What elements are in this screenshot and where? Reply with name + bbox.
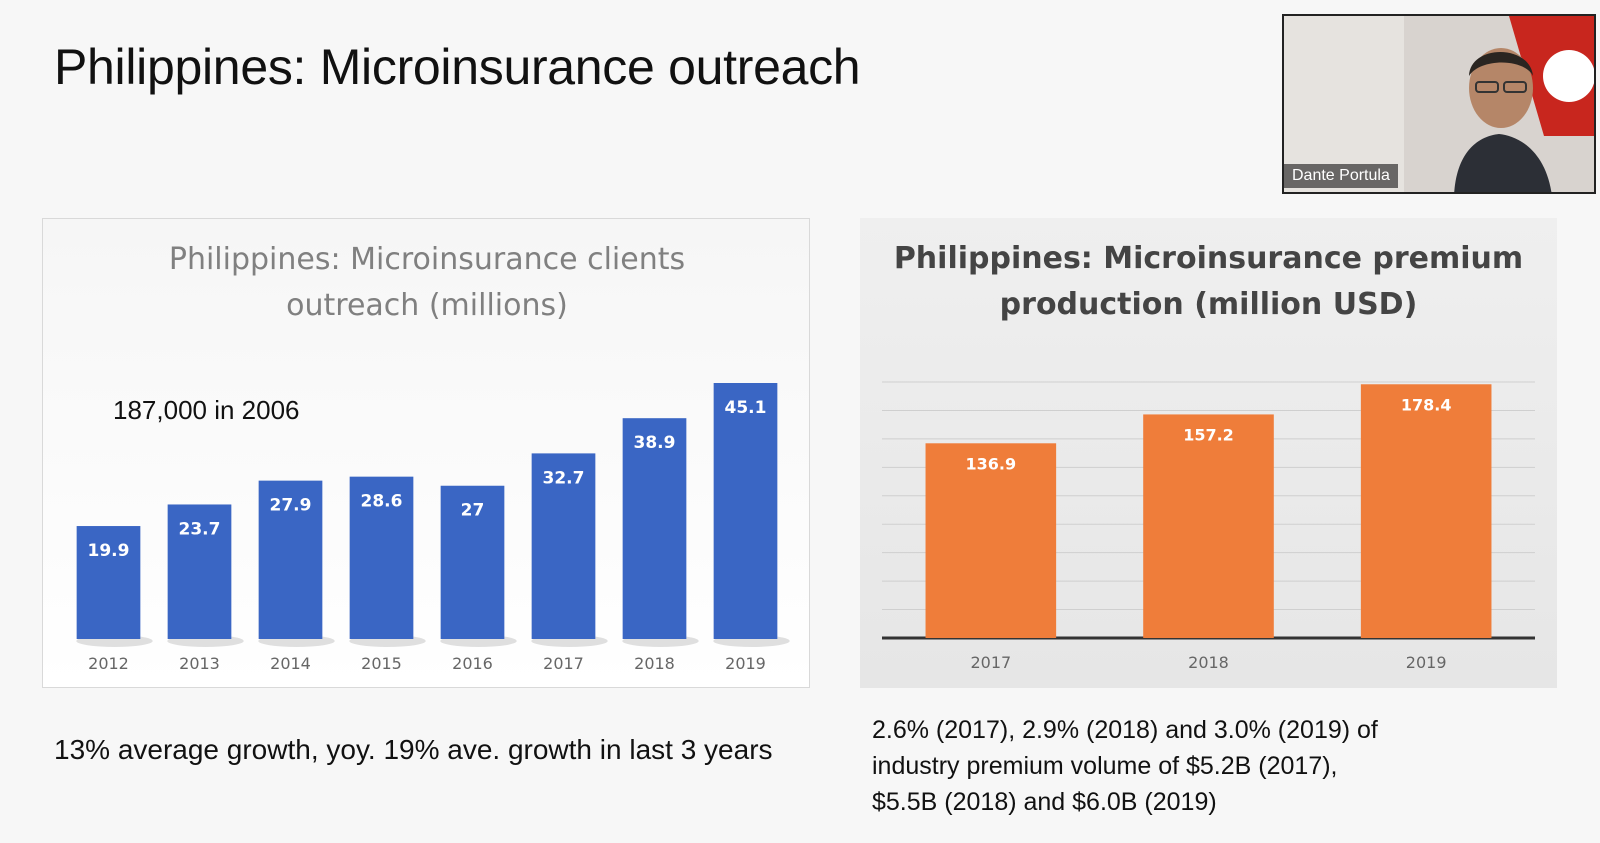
bar-2015 bbox=[349, 476, 414, 639]
value-label: 19.9 bbox=[88, 541, 130, 561]
x-tick-label: 2015 bbox=[361, 654, 402, 673]
value-label: 178.4 bbox=[1401, 395, 1452, 414]
premium-caption-line: industry premium volume of $5.2B (2017), bbox=[872, 752, 1338, 780]
x-tick-label: 2018 bbox=[634, 654, 675, 673]
x-tick-label: 2017 bbox=[543, 654, 584, 673]
bar-2019 bbox=[1360, 384, 1492, 638]
premium-volume-caption: 2.6% (2017), 2.9% (2018) and 3.0% (2019)… bbox=[872, 712, 1432, 820]
participant-video-tile[interactable]: Dante Portula bbox=[1282, 14, 1596, 194]
bar-2012 bbox=[76, 526, 141, 639]
growth-caption: 13% average growth, yoy. 19% ave. growth… bbox=[54, 734, 773, 765]
value-label: 38.9 bbox=[634, 433, 676, 453]
premium-caption-line: $5.5B (2018) and $6.0B (2019) bbox=[872, 788, 1217, 816]
bar-2017 bbox=[925, 443, 1057, 638]
premium-production-chart-svg: Philippines: Microinsurance premium produ… bbox=[882, 241, 1535, 672]
clients-outreach-chart-svg: Philippines: Microinsurance clients outre… bbox=[76, 242, 790, 673]
bar-2018 bbox=[1143, 414, 1274, 638]
value-label: 27 bbox=[461, 501, 485, 521]
x-tick-label: 2019 bbox=[725, 654, 766, 673]
bar-2016 bbox=[440, 485, 505, 639]
bar-2014 bbox=[258, 480, 323, 639]
premium-production-chart: Philippines: Microinsurance premium produ… bbox=[860, 218, 1557, 688]
x-tick-label: 2018 bbox=[1188, 653, 1229, 672]
value-label: 27.9 bbox=[270, 496, 312, 516]
chart-title-line: production (million USD) bbox=[1000, 287, 1418, 322]
x-tick-label: 2019 bbox=[1406, 653, 1447, 672]
slide-title: Philippines: Microinsurance outreach bbox=[54, 39, 861, 95]
value-label: 45.1 bbox=[725, 398, 767, 418]
chart-annotation: 187,000 in 2006 bbox=[113, 395, 300, 425]
bar-2017 bbox=[531, 453, 596, 639]
x-tick-label: 2017 bbox=[970, 653, 1011, 672]
bar-2013 bbox=[167, 504, 232, 639]
x-tick-label: 2013 bbox=[179, 654, 220, 673]
chart-title-line: Philippines: Microinsurance premium bbox=[894, 241, 1523, 276]
participant-name-label: Dante Portula bbox=[1284, 164, 1398, 188]
value-label: 136.9 bbox=[966, 454, 1017, 473]
value-label: 23.7 bbox=[179, 519, 221, 539]
clients-outreach-chart: Philippines: Microinsurance clients outre… bbox=[42, 218, 810, 688]
value-label: 28.6 bbox=[361, 492, 403, 512]
premium-caption-line: 2.6% (2017), 2.9% (2018) and 3.0% (2019)… bbox=[872, 716, 1378, 744]
value-label: 32.7 bbox=[543, 468, 585, 488]
x-tick-label: 2016 bbox=[452, 654, 493, 673]
value-label: 157.2 bbox=[1183, 425, 1234, 444]
chart-title-line: outreach (millions) bbox=[286, 288, 568, 323]
x-tick-label: 2012 bbox=[88, 654, 129, 673]
x-tick-label: 2014 bbox=[270, 654, 311, 673]
bar-2018 bbox=[622, 418, 687, 639]
participant-video-feed bbox=[1284, 16, 1594, 192]
chart-title-line: Philippines: Microinsurance clients bbox=[169, 242, 685, 277]
bar-2019 bbox=[713, 383, 778, 639]
